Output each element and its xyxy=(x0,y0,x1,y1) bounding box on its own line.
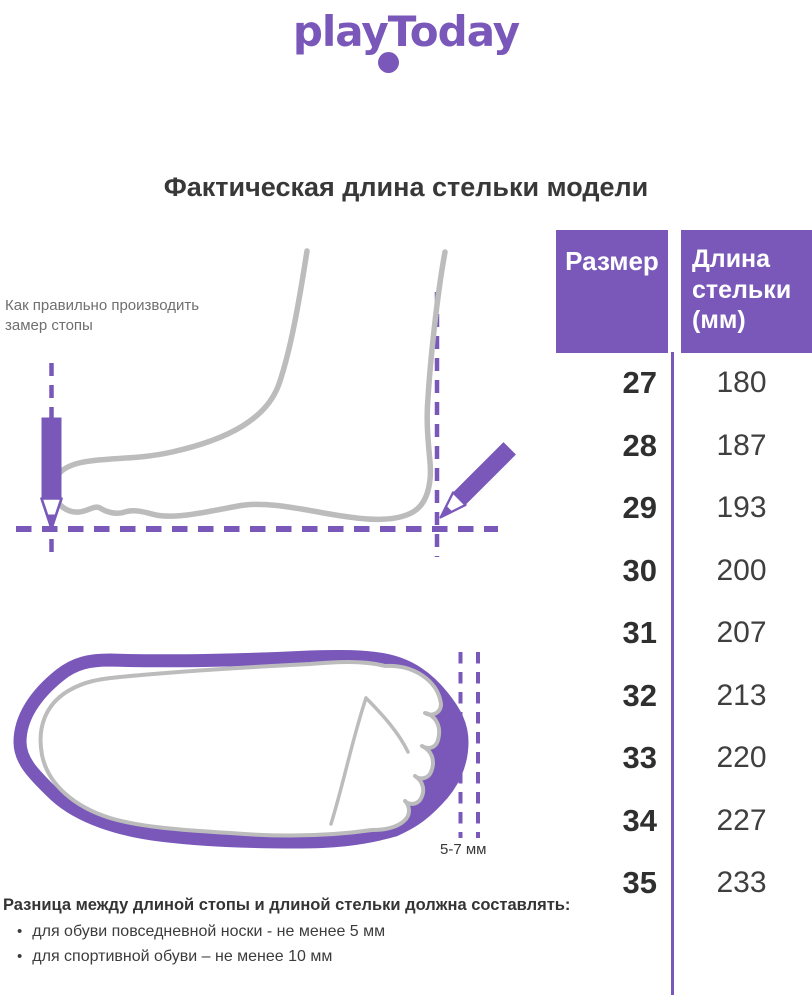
measure-instruction-line1: Как правильно производить xyxy=(5,297,200,314)
insole-diagram xyxy=(13,649,480,849)
foot-sole-outline xyxy=(38,660,443,838)
length-cell: 207 xyxy=(716,616,767,650)
foot-side-diagram xyxy=(16,248,518,557)
size-cell: 35 xyxy=(622,865,657,901)
bullet-icon: • xyxy=(17,948,23,965)
foot-profile-outline xyxy=(50,248,448,523)
table-row: 32 213 xyxy=(556,665,812,728)
brand-logo: playToday xyxy=(0,0,812,73)
big-toe-crease-line xyxy=(364,696,410,754)
length-cell: 220 xyxy=(716,741,767,775)
measure-instruction: Как правильно производить замер стопы xyxy=(5,296,199,336)
list-item: • для спортивной обуви – не менее 10 мм xyxy=(3,948,603,973)
size-cell: 29 xyxy=(622,490,657,526)
table-row: 31 207 xyxy=(556,602,812,665)
length-cell: 180 xyxy=(716,366,767,400)
brand-logo-text: playToday xyxy=(292,7,520,56)
page-title: Фактическая длина стельки модели xyxy=(163,172,649,202)
length-cell: 187 xyxy=(716,428,767,462)
length-cell: 233 xyxy=(716,866,767,900)
table-row: 33 220 xyxy=(556,727,812,790)
table-row: 34 227 xyxy=(556,790,812,853)
bullet-icon: • xyxy=(17,923,23,940)
length-cell: 227 xyxy=(716,803,767,837)
table-column-separator xyxy=(671,352,674,995)
table-row: 30 200 xyxy=(556,540,812,603)
length-cell: 213 xyxy=(716,678,767,712)
size-table: 27 180 28 187 29 193 30 200 31 207 32 21… xyxy=(556,352,812,915)
list-item-text: для обуви повседневной носки - не менее … xyxy=(32,923,386,940)
footprint-gap-label: 5-7 мм xyxy=(440,841,487,858)
table-row: 29 193 xyxy=(556,477,812,540)
length-cell: 193 xyxy=(716,491,767,525)
length-cell: 200 xyxy=(716,553,767,587)
table-header-length: Длина стельки (мм) xyxy=(681,230,812,353)
size-cell: 30 xyxy=(622,552,657,588)
brand-logo-dot-icon xyxy=(378,52,399,73)
table-header-size: Размер xyxy=(556,230,668,353)
list-item: • для обуви повседневной носки - не мене… xyxy=(3,923,603,948)
table-row: 27 180 xyxy=(556,352,812,415)
difference-note: Разница между длиной стопы и длиной стел… xyxy=(3,896,603,973)
measure-instruction-line2: замер стопы xyxy=(5,317,93,334)
size-cell: 32 xyxy=(622,677,657,713)
size-cell: 27 xyxy=(622,365,657,401)
sole-crease-line xyxy=(329,696,368,826)
size-cell: 28 xyxy=(622,427,657,463)
list-item-text: для спортивной обуви – не менее 10 мм xyxy=(32,948,333,965)
table-row: 28 187 xyxy=(556,415,812,478)
table-row: 35 233 xyxy=(556,852,812,915)
difference-note-heading: Разница между длиной стопы и длиной стел… xyxy=(3,896,571,914)
pencil-icon xyxy=(433,440,518,525)
pencil-icon xyxy=(40,416,63,530)
size-cell: 31 xyxy=(622,615,657,651)
size-cell: 33 xyxy=(622,740,657,776)
size-cell: 34 xyxy=(622,802,657,838)
